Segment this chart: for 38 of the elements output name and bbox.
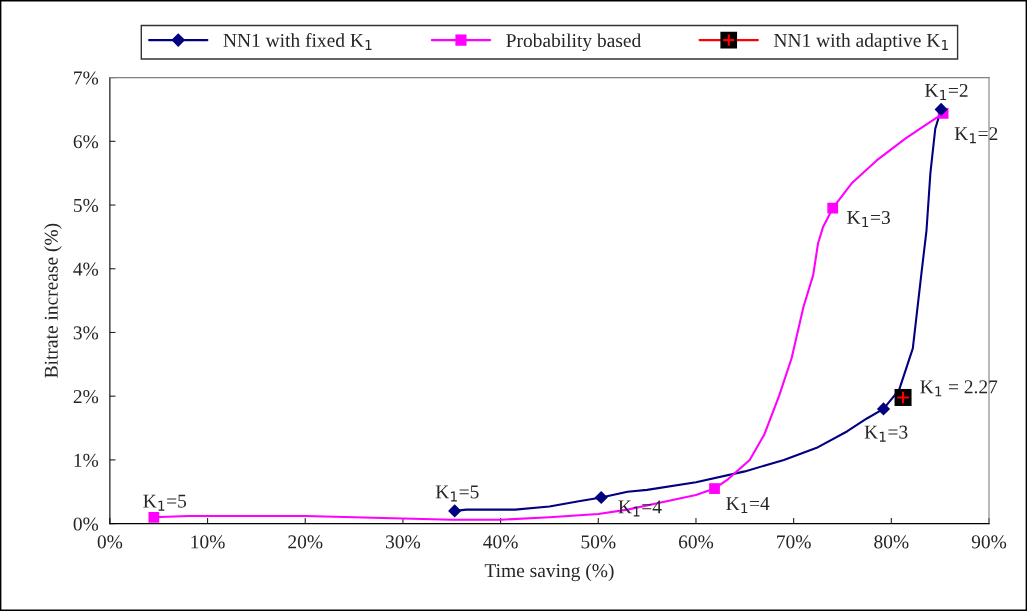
y-tick-label: 7% <box>74 71 99 85</box>
point <box>448 504 462 518</box>
y-tick-label: 1% <box>74 453 99 467</box>
annotation: K$_{1}$=3 <box>847 210 890 228</box>
annotation: K$_{1}$=2 <box>925 83 968 101</box>
point <box>934 102 948 117</box>
annotation: K$_{1}$=5 <box>143 494 187 511</box>
y-tick-label: 6% <box>73 135 99 149</box>
y-tick-label: 0% <box>73 517 99 531</box>
x-tick-label: 60% <box>678 535 714 549</box>
y-axis-title: Bitrate increase (%) <box>44 223 62 378</box>
x-tick-label: 10% <box>191 535 225 549</box>
annotation: K$_{1}$ = 2.27 <box>920 380 998 397</box>
x-tick-label: 20% <box>288 535 323 549</box>
x-tick-label: 50% <box>581 535 616 549</box>
y-tick-label: 2% <box>73 390 99 404</box>
annotation: K$_{1}$=5 <box>435 485 479 502</box>
point <box>827 202 839 214</box>
y-tick-label: 4% <box>73 262 99 276</box>
x-axis-title: Time saving (%) <box>484 563 614 582</box>
point <box>876 402 891 416</box>
x-tick-label: 30% <box>386 535 421 549</box>
x-tick-label: 80% <box>874 535 909 549</box>
legend-label: NN1 with adaptive K$_{1}$ <box>774 33 948 51</box>
legend-label: Probability based <box>506 33 641 52</box>
x-tick-label: 90% <box>971 535 1007 549</box>
annotation: K$_{1}$=4 <box>726 497 770 514</box>
point <box>148 511 160 523</box>
x-tick-label: 70% <box>777 535 811 549</box>
legend-label: NN1 with fixed K$_{1}$ <box>223 33 372 50</box>
annotation: K$_{1}$=3 <box>864 425 908 442</box>
y-tick-label: 3% <box>73 326 99 340</box>
point <box>709 483 720 494</box>
x-tick-label: 0% <box>97 535 123 549</box>
y-tick-label: 5% <box>73 198 99 213</box>
point <box>594 490 608 505</box>
x-tick-label: 40% <box>483 535 518 549</box>
annotation: K$_{1}$=2 <box>954 127 998 144</box>
